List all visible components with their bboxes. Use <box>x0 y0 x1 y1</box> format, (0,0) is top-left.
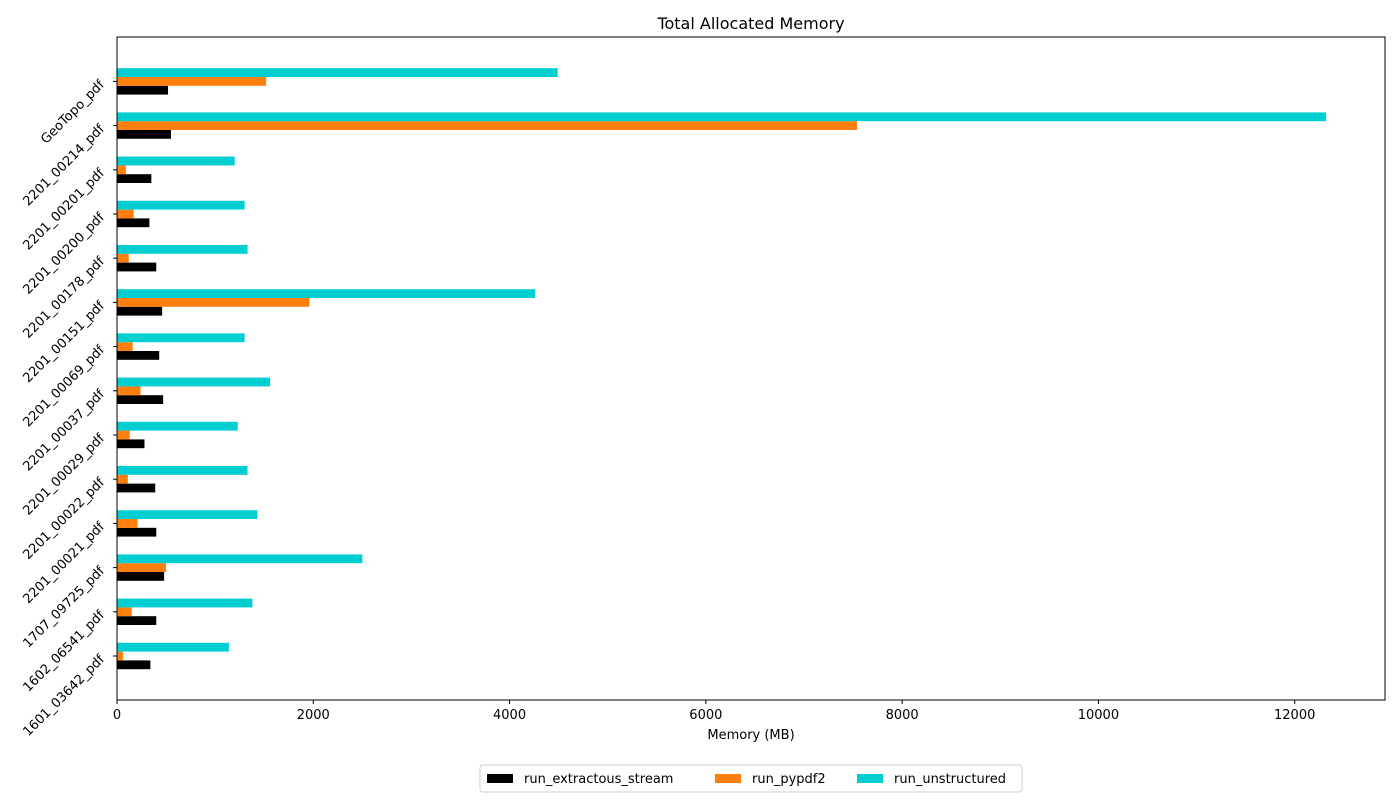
x-tick-label: 4000 <box>493 708 526 723</box>
bar-run_extractous_stream-2201_00021_pdf <box>117 527 157 537</box>
legend-label-run_pypdf2: run_pypdf2 <box>752 772 826 787</box>
bar-run_pypdf2-2201_00029_pdf <box>117 430 130 440</box>
legend-swatch-run_extractous_stream <box>487 774 513 783</box>
bar-run_unstructured-2201_00178_pdf <box>117 245 248 254</box>
bar-run_pypdf2-1601_03642_pdf <box>117 651 123 661</box>
bar-run_unstructured-2201_00201_pdf <box>117 156 235 166</box>
bar-run_extractous_stream-GeoTopo_pdf <box>117 85 169 95</box>
legend-label-run_unstructured: run_unstructured <box>894 772 1006 787</box>
legend-swatch-run_pypdf2 <box>715 774 741 783</box>
bar-run_pypdf2-1707_09725_pdf <box>117 563 167 572</box>
chart-title: Total Allocated Memory <box>656 14 844 33</box>
x-tick-label: 8000 <box>886 708 919 723</box>
bar-run_unstructured-2201_00069_pdf <box>117 333 245 343</box>
bar-run_extractous_stream-1601_03642_pdf <box>117 660 151 670</box>
y-axis: 1601_03642_pdf1602_06541_pdf1707_09725_p… <box>20 77 117 740</box>
bar-run_extractous_stream-2201_00029_pdf <box>117 439 145 449</box>
bar-run_extractous_stream-2201_00151_pdf <box>117 306 163 316</box>
bar-run_unstructured-2201_00021_pdf <box>117 510 258 519</box>
bar-run_unstructured-2201_00151_pdf <box>117 289 536 298</box>
bar-run_extractous_stream-2201_00022_pdf <box>117 483 156 493</box>
x-tick-label: 2000 <box>297 708 330 723</box>
x-axis-title: Memory (MB) <box>707 728 794 743</box>
x-tick-label: 10000 <box>1078 708 1119 723</box>
y-tick-label: 2201_00214_pdf <box>20 122 108 210</box>
bar-run_pypdf2-2201_00037_pdf <box>117 386 141 396</box>
bar-run_unstructured-1707_09725_pdf <box>117 554 363 564</box>
bar-run_pypdf2-2201_00022_pdf <box>117 474 128 484</box>
legend-box <box>479 764 1023 793</box>
y-tick-label: 2201_00022_pdf <box>20 475 108 563</box>
bar-run_extractous_stream-2201_00037_pdf <box>117 395 164 404</box>
bar-run_extractous_stream-2201_00178_pdf <box>117 262 157 272</box>
bar-run_pypdf2-GeoTopo_pdf <box>117 77 267 86</box>
y-tick-label: 2201_00029_pdf <box>20 431 108 519</box>
y-tick-label: 2201_00069_pdf <box>20 343 108 431</box>
bar-run_pypdf2-2201_00200_pdf <box>117 209 134 219</box>
plot-frame <box>116 36 1386 701</box>
bar-run_pypdf2-2201_00021_pdf <box>117 519 138 528</box>
x-axis: 0 2000 4000 6000 8000 10000 12000 <box>113 700 1315 723</box>
x-tick-label: 12000 <box>1274 708 1315 723</box>
x-tick-label: 0 <box>113 708 121 723</box>
bar-run_unstructured-2201_00022_pdf <box>117 466 248 475</box>
y-tick-label: 1707_09725_pdf <box>20 564 108 652</box>
bar-run_pypdf2-1602_06541_pdf <box>117 607 132 617</box>
bar-run_unstructured-2201_00037_pdf <box>117 377 271 387</box>
bar-run_unstructured-2201_00029_pdf <box>117 421 238 431</box>
bar-run_extractous_stream-2201_00214_pdf <box>117 130 171 139</box>
y-tick-label: 2201_00201_pdf <box>20 166 108 254</box>
bar-run_extractous_stream-1707_09725_pdf <box>117 572 165 581</box>
bar-run_unstructured-2201_00200_pdf <box>117 200 245 210</box>
bar-run_unstructured-1602_06541_pdf <box>117 598 253 608</box>
bar-run_pypdf2-2201_00214_pdf <box>117 121 857 130</box>
bar-run_pypdf2-2201_00201_pdf <box>117 165 126 175</box>
bar-run_extractous_stream-2201_00201_pdf <box>117 174 152 183</box>
legend-swatch-run_unstructured <box>857 774 883 783</box>
y-tick-label: 2201_00151_pdf <box>20 298 108 386</box>
y-tick-label: 2201_00178_pdf <box>20 254 108 342</box>
y-tick-label: 2201_00200_pdf <box>20 210 108 298</box>
bar-run_pypdf2-2201_00069_pdf <box>117 342 133 351</box>
bar-run_unstructured-GeoTopo_pdf <box>117 68 558 77</box>
bar-run_extractous_stream-2201_00200_pdf <box>117 218 150 228</box>
legend: run_extractous_stream run_pypdf2 run_unstr… <box>479 764 1023 793</box>
legend-label-run_extractous_stream: run_extractous_stream <box>524 772 673 787</box>
bar-run_unstructured-2201_00214_pdf <box>117 112 1327 122</box>
bar-run_unstructured-1601_03642_pdf <box>117 642 229 652</box>
bar-run_pypdf2-2201_00178_pdf <box>117 253 129 263</box>
bar-run_extractous_stream-1602_06541_pdf <box>117 616 157 625</box>
y-tick-label: 2201_00021_pdf <box>20 519 108 607</box>
bars-layer <box>117 68 1327 670</box>
y-tick-label: 1601_03642_pdf <box>20 652 108 740</box>
y-tick-label: 1602_06541_pdf <box>20 608 108 696</box>
x-tick-label: 6000 <box>689 708 722 723</box>
bar-run_extractous_stream-2201_00069_pdf <box>117 351 160 360</box>
y-tick-label: 2201_00037_pdf <box>20 387 108 475</box>
bar-run_pypdf2-2201_00151_pdf <box>117 298 310 307</box>
